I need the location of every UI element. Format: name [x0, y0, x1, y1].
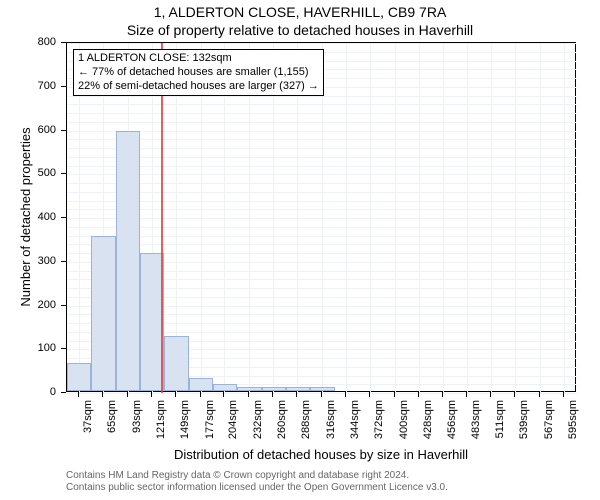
- attribution-line2: Contains public sector information licen…: [66, 482, 576, 494]
- x-tick-label: 400sqm: [398, 400, 410, 450]
- x-tick-label: 204sqm: [227, 400, 239, 450]
- x-tick-label: 344sqm: [349, 400, 361, 450]
- chart-plot-area: 1 ALDERTON CLOSE: 132sqm← 77% of detache…: [66, 42, 576, 392]
- attribution-line1: Contains HM Land Registry data © Crown c…: [66, 470, 576, 482]
- bar: [262, 387, 286, 391]
- x-tick-label: 567sqm: [543, 400, 555, 450]
- x-tick-label: 372sqm: [373, 400, 385, 450]
- x-tick-label: 428sqm: [422, 400, 434, 450]
- x-tick-label: 539sqm: [518, 400, 530, 450]
- bar: [310, 387, 334, 391]
- attribution: Contains HM Land Registry data © Crown c…: [66, 470, 576, 494]
- x-tick-label: 456sqm: [446, 400, 458, 450]
- annotation-box: 1 ALDERTON CLOSE: 132sqm← 77% of detache…: [73, 49, 324, 96]
- y-axis-title: Number of detached properties: [18, 42, 33, 392]
- x-tick-label: 177sqm: [204, 400, 216, 450]
- x-tick-label: 483sqm: [470, 400, 482, 450]
- bar: [213, 384, 237, 391]
- x-tick-label: 511sqm: [494, 400, 506, 450]
- x-tick-label: 316sqm: [325, 400, 337, 450]
- title-main: 1, ALDERTON CLOSE, HAVERHILL, CB9 7RA: [0, 4, 600, 20]
- x-tick-label: 121sqm: [155, 400, 167, 450]
- annotation-line: 1 ALDERTON CLOSE: 132sqm: [78, 52, 319, 66]
- bar: [116, 131, 140, 391]
- bar: [189, 378, 213, 391]
- x-tick-label: 65sqm: [106, 400, 118, 450]
- x-axis-title: Distribution of detached houses by size …: [66, 447, 576, 462]
- bar: [67, 363, 91, 391]
- x-tick-label: 37sqm: [82, 400, 94, 450]
- x-tick-label: 595sqm: [567, 400, 579, 450]
- x-tick-label: 260sqm: [276, 400, 288, 450]
- x-tick-label: 288sqm: [300, 400, 312, 450]
- x-tick-label: 149sqm: [179, 400, 191, 450]
- bar: [237, 387, 261, 391]
- title-sub: Size of property relative to detached ho…: [0, 22, 600, 38]
- x-tick-label: 93sqm: [131, 400, 143, 450]
- annotation-line: ← 77% of detached houses are smaller (1,…: [78, 66, 319, 80]
- annotation-line: 22% of semi-detached houses are larger (…: [78, 80, 319, 94]
- bar: [91, 236, 115, 391]
- x-tick-label: 232sqm: [252, 400, 264, 450]
- bar: [164, 336, 188, 391]
- bar: [286, 387, 310, 391]
